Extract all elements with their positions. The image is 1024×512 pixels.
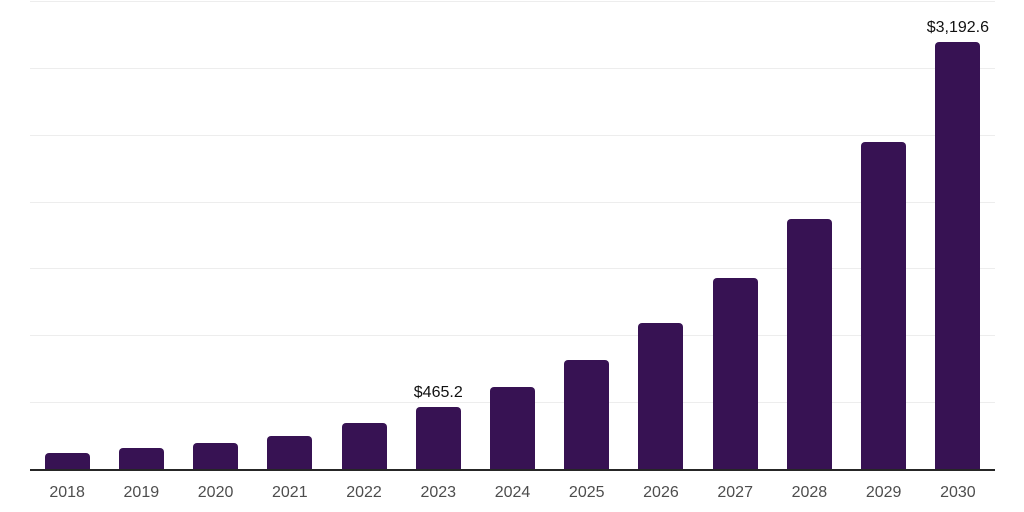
plot-area: $465.2 $3,192.6 [30,1,995,469]
x-tick-2018: 2018 [49,484,85,501]
bar-2021 [267,436,313,469]
x-axis-line [30,469,995,471]
x-tick-2019: 2019 [123,484,160,501]
x-tick-2027: 2027 [717,484,753,501]
x-tick-2029: 2029 [865,484,902,501]
bar-2024 [490,386,535,469]
x-tick-2022: 2022 [346,484,382,501]
bar-2028 [786,218,832,469]
bar-value-label-2030: $3,192.6 [926,19,990,37]
gridline [30,268,995,270]
bar-2026 [638,323,684,469]
bar-2030 [935,42,981,469]
gridline [30,1,995,2]
bar-2025 [564,359,610,469]
x-tick-2023: 2023 [420,484,457,501]
gridline [30,134,995,136]
x-tick-2025: 2025 [568,484,605,501]
x-tick-2030: 2030 [940,484,976,501]
gridline [30,201,995,203]
bar-2018 [44,453,90,469]
bar-value-label-2023: $465.2 [413,383,463,401]
bar-2027 [712,278,758,469]
bar-2022 [341,422,387,469]
gridline [30,67,995,69]
x-tick-2020: 2020 [197,484,234,501]
bar-2029 [861,142,907,469]
bar-2019 [118,448,164,469]
bar-2020 [193,442,239,469]
x-tick-2026: 2026 [643,484,679,501]
x-tick-2024: 2024 [494,484,531,501]
x-tick-2021: 2021 [272,484,308,501]
x-tick-2028: 2028 [791,484,828,501]
bar-2023 [415,406,461,469]
gridline [30,335,995,337]
